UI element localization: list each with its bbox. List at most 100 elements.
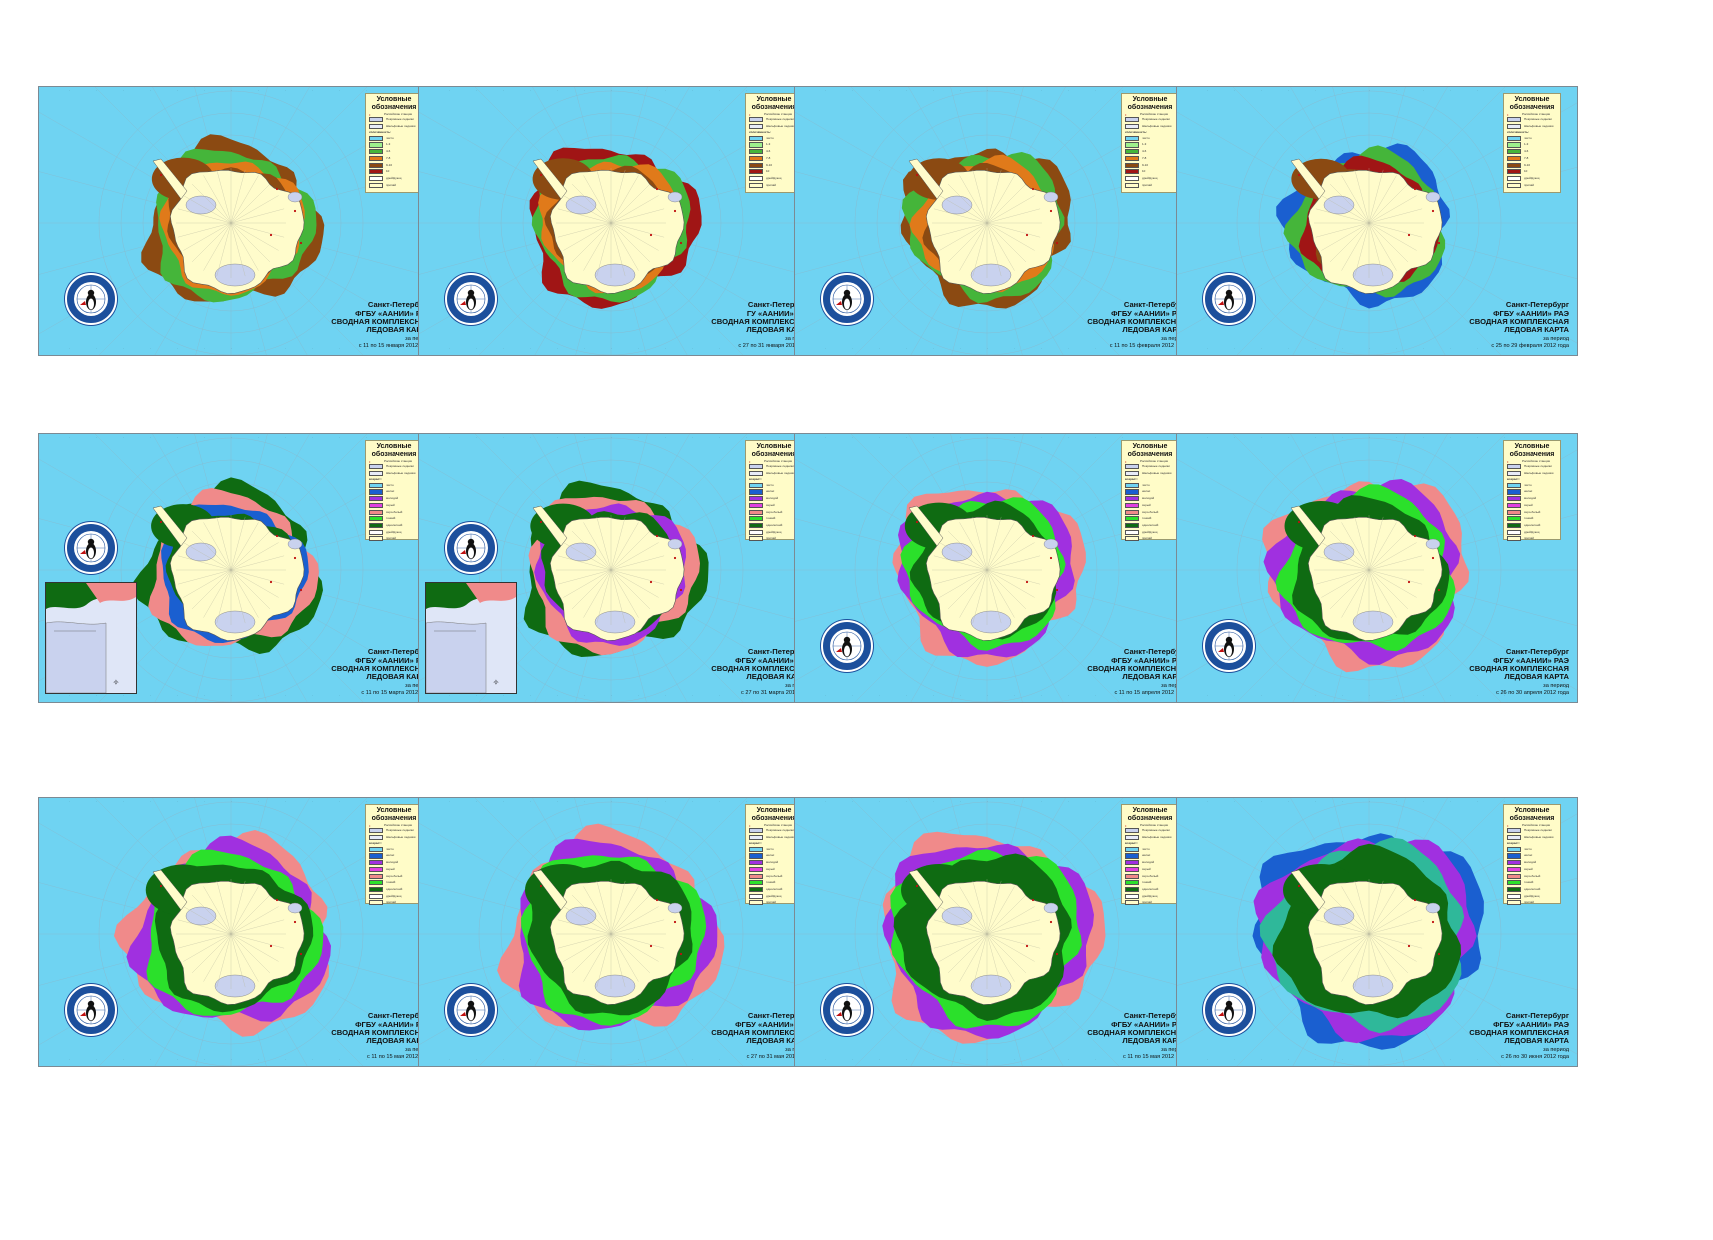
legend-row: серо-белый — [1125, 873, 1175, 879]
caption-city: Санкт-Петербург — [1123, 647, 1187, 657]
pole-meridian — [610, 919, 665, 935]
graticule-tick: · — [1207, 799, 1208, 803]
caption-title-line2: ЛЕДОВАЯ КАРТА — [1504, 324, 1569, 334]
legend-swatch — [1507, 860, 1521, 866]
legend-label: нилас — [386, 853, 395, 858]
ice-chart-panel[interactable]: · · · · · · · · · · · · · · · · · · · · · · · · Условные обознач… — [794, 433, 1196, 703]
legend-row: однолетний — [369, 522, 419, 529]
graticule-tick: · — [611, 346, 612, 350]
period-dates: с 27 по 31 марта 2012 года — [741, 689, 811, 696]
graticule-tick: · — [312, 799, 313, 803]
graticule-tick: · — [503, 1057, 504, 1061]
ice-chart-panel[interactable]: · · · · · · · · · · · · · · · · · · · · · · · · Условные обознач… — [38, 86, 440, 356]
caption-city: Санкт-Петербург — [367, 300, 431, 310]
ice-chart-panel[interactable]: · · · · · · · · · · · · · · · · · · · · · · · · Условные обознач… — [794, 86, 1196, 356]
legend-row: однолетний — [749, 886, 799, 893]
station-marker — [1049, 209, 1053, 213]
graticule-tick: · — [638, 435, 639, 439]
ice-chart-panel[interactable]: · · · · · · · · · · · · · · · · · · · · · · · · Условные обознач… — [38, 433, 440, 703]
legend-row: 9-10 — [369, 162, 419, 168]
pole-meridian — [986, 195, 1035, 224]
ross-ice-shelf — [214, 263, 256, 287]
pole-meridian — [177, 208, 232, 224]
pole-meridian — [1368, 933, 1384, 988]
graticule-tick: · — [1207, 435, 1208, 439]
legend-swatch — [1125, 496, 1139, 502]
pole-meridian — [1329, 222, 1370, 263]
legend-row: нилас — [1507, 853, 1557, 859]
legend-row: припай — [369, 182, 419, 188]
legend-label: Покровные ледники — [1524, 828, 1552, 833]
pole-meridian — [230, 933, 259, 982]
legend-row: Шельфовые ледники — [1507, 470, 1557, 477]
pole-meridian — [183, 542, 232, 571]
legend-label: 4-6 — [386, 149, 391, 154]
legend-title: Условные обозначения — [751, 96, 797, 111]
caption-period: за период с 25 по 29 февраля 2012 года — [1399, 336, 1569, 349]
period-label: за период — [1161, 1047, 1187, 1054]
legend-row: однолетний — [1125, 522, 1175, 529]
station-marker — [539, 884, 543, 888]
station-marker — [1407, 233, 1411, 237]
legend-row: припай — [1507, 182, 1557, 188]
graticule-tick: · — [987, 346, 988, 350]
ice-chart-panel[interactable]: · · · · · · · · · · · · · · · · · · · · · · · · Условные обознач… — [38, 797, 440, 1067]
legend-label: Шельфовые ледники — [386, 123, 416, 128]
legend-swatch — [749, 142, 763, 148]
graticule-tick: · — [638, 799, 639, 803]
graticule-tick: · — [1068, 1057, 1069, 1061]
ice-chart-panel[interactable]: · · · · · · · · · · · · · · · · · · · · · · · · Условные обознач… — [1176, 797, 1578, 1067]
ice-chart-panel[interactable]: · · · · · · · · · · · · · · · · · · · · · · · · Условные обознач… — [794, 797, 1196, 1067]
graticule-tick: · — [960, 1057, 961, 1061]
graticule-tick: · — [339, 88, 340, 92]
legend-title: Условные обозначения — [1509, 443, 1555, 458]
pole-meridian — [986, 222, 1041, 238]
graticule-tick: · — [1369, 799, 1370, 803]
graticule-tick: · — [1369, 346, 1370, 350]
legend-title: Условные обозначения — [371, 807, 417, 822]
period-dates: с 27 по 31 мая 2012 года — [746, 1053, 811, 1060]
legend-swatch — [749, 860, 763, 866]
pole-meridian — [230, 522, 259, 571]
map-caption: Санкт-Петербург ФГБУ «ААНИИ» РАЭ СВОДНАЯ К… — [641, 1012, 811, 1060]
legend-swatch — [749, 464, 763, 470]
pole-meridian — [1315, 919, 1370, 935]
legend-row: дрейфующ — [749, 893, 799, 899]
station-marker — [1297, 520, 1301, 524]
legend-row: Покровные ледники — [1125, 828, 1175, 834]
amery-ice-shelf — [1425, 538, 1441, 550]
graticule-labels-bottom: · · · · · · · · · · · · — [795, 346, 1195, 354]
graticule-tick: · — [204, 346, 205, 350]
legend-swatch — [1507, 502, 1521, 509]
pole-meridian — [230, 183, 271, 224]
ice-chart-panel[interactable]: · · · · · · · · · · · · · · · · · · · · · · · · Условные обознач… — [418, 797, 820, 1067]
ice-chart-panel[interactable]: · · · · · · · · · · · · · · · · · · · · · · · · Условные обознач… — [418, 433, 820, 703]
graticule-tick: · — [204, 435, 205, 439]
map-caption: Санкт-Петербург ФГБУ «ААНИИ» РАЭ СВОДНАЯ К… — [1017, 648, 1187, 696]
ice-chart-panel[interactable]: · · · · · · · · · · · · · · · · · · · · · · · · Условные обознач… — [1176, 86, 1578, 356]
ice-chart-panel[interactable]: · · · · · · · · · · · · · · · · · · · · · · · · Условные обознач… — [418, 86, 820, 356]
ronne-ice-shelf — [1323, 195, 1355, 215]
graticule-tick: · — [1068, 693, 1069, 697]
graticule-tick: · — [1068, 435, 1069, 439]
graticule-tick: · — [1234, 346, 1235, 350]
ice-chart-panel[interactable]: · · · · · · · · · · · · · · · · · · · · · · · · Условные обознач… — [1176, 433, 1578, 703]
legend-swatch — [369, 482, 383, 488]
ross-ice-shelf — [594, 263, 636, 287]
pole-meridian — [610, 569, 639, 618]
pole-meridian — [596, 222, 612, 277]
legend-label: тонкий — [1142, 516, 1152, 521]
legend-label: серо-белый — [1524, 509, 1541, 514]
caption-title-line1: СВОДНАЯ КОМПЛЕКСНАЯ — [711, 1027, 811, 1037]
legend-swatch — [1507, 866, 1521, 873]
legend-label: однолетний — [1142, 522, 1159, 527]
legend-label: нилас — [766, 489, 775, 494]
caption-title-line2: ЛЕДОВАЯ КАРТА — [1122, 324, 1187, 334]
pole-meridian — [939, 195, 988, 224]
graticule-tick: · — [692, 799, 693, 803]
pole-meridian — [1321, 542, 1370, 571]
ronne-ice-shelf — [941, 906, 973, 926]
station-marker — [1031, 898, 1035, 902]
legend-title: Условные обозначения — [1509, 96, 1555, 111]
